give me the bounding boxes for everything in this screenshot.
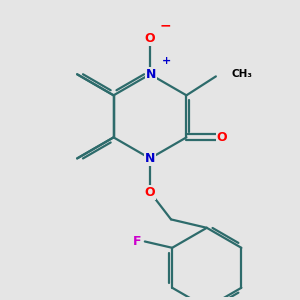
Text: N: N xyxy=(146,68,156,81)
Text: F: F xyxy=(133,235,142,248)
Text: O: O xyxy=(217,131,227,144)
Text: O: O xyxy=(145,32,155,45)
Text: N: N xyxy=(145,152,155,165)
Text: +: + xyxy=(162,56,171,66)
Text: O: O xyxy=(145,186,155,199)
Text: CH₃: CH₃ xyxy=(232,69,253,79)
Text: −: − xyxy=(160,18,171,32)
